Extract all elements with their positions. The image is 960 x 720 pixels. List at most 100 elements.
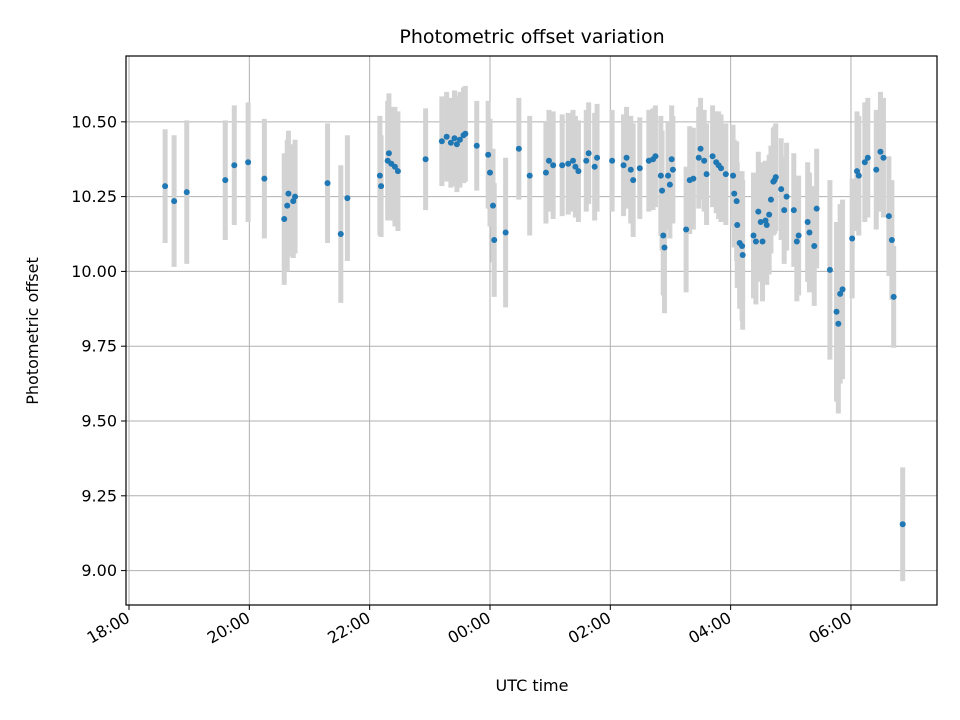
data-point [620, 162, 627, 169]
data-point [575, 168, 582, 175]
data-point [623, 154, 630, 161]
data-point [485, 151, 492, 158]
data-point [285, 190, 292, 197]
data-point [885, 213, 892, 220]
data-point [772, 174, 779, 181]
data-point [438, 138, 445, 145]
y-axis: 9.00 9.25 9.50 9.75 10.00 10.25 10.50 [71, 112, 126, 580]
data-point [733, 198, 740, 205]
data-point [709, 153, 716, 160]
y-tick-label: 9.25 [81, 486, 117, 505]
data-point [793, 238, 800, 245]
data-point [447, 139, 454, 146]
data-point [324, 180, 331, 187]
data-point [666, 181, 673, 188]
data-point [778, 186, 785, 193]
plot-frame [125, 55, 938, 606]
data-point [880, 154, 887, 161]
data-point [627, 166, 634, 173]
data-point [837, 290, 844, 297]
x-tick-label: 18:00 [84, 608, 133, 648]
data-point [763, 222, 770, 229]
data-point [222, 177, 229, 184]
data-point [609, 157, 616, 164]
data-point [585, 150, 592, 157]
data-point [806, 229, 813, 236]
x-tick-label: 20:00 [204, 608, 253, 648]
data-point [669, 166, 676, 173]
data-point [690, 175, 697, 182]
data-point [337, 231, 344, 238]
data-point [385, 150, 392, 157]
y-tick-label: 9.75 [81, 337, 117, 356]
data-point [683, 226, 690, 233]
y-tick-label: 9.00 [81, 561, 117, 580]
data-point [376, 172, 383, 179]
data-point [502, 229, 509, 236]
y-tick-label: 10.50 [71, 112, 117, 131]
y-axis-title: Photometric offset [23, 257, 42, 405]
data-point [171, 198, 178, 205]
data-point [752, 238, 759, 245]
data-point [652, 153, 659, 160]
data-point [853, 168, 860, 175]
data-point [378, 183, 385, 190]
data-point [730, 172, 737, 179]
data-point [833, 308, 840, 315]
data-point [804, 219, 811, 226]
data-point [491, 236, 498, 243]
data-point [162, 183, 169, 190]
data-point [826, 266, 833, 273]
data-point [473, 142, 480, 149]
data-point [766, 211, 773, 218]
data-point [489, 202, 496, 209]
data-point [762, 217, 769, 224]
data-point [722, 171, 729, 178]
data-point [697, 145, 704, 152]
data-point [790, 207, 797, 214]
y-tick-label: 10.00 [71, 262, 117, 281]
data-point [877, 148, 884, 155]
x-tick-label: 22:00 [324, 608, 373, 648]
data-point [451, 135, 458, 142]
data-point [462, 130, 469, 137]
data-point [668, 156, 675, 163]
data-point [888, 236, 895, 243]
data-point [422, 156, 429, 163]
data-point [394, 168, 401, 175]
data-point [767, 196, 774, 203]
data-point [811, 242, 818, 249]
data-point [890, 293, 897, 300]
x-axis-title: UTC time [496, 676, 569, 695]
data-point [565, 160, 572, 167]
data-point [739, 242, 746, 249]
data-point [630, 177, 637, 184]
data-point [839, 286, 846, 293]
data-point [899, 521, 906, 528]
data-point [734, 222, 741, 229]
data-point [344, 195, 351, 202]
data-point [813, 205, 820, 212]
data-point [453, 141, 460, 148]
data-points [162, 130, 906, 528]
data-point [731, 190, 738, 197]
data-point [183, 189, 190, 196]
x-tick-label: 04:00 [685, 608, 734, 648]
data-point [290, 198, 297, 205]
data-point [550, 162, 557, 169]
data-point [281, 216, 288, 223]
data-point [718, 165, 725, 172]
data-point [659, 187, 666, 194]
data-point [231, 162, 238, 169]
data-point [284, 202, 291, 209]
data-point [703, 171, 710, 178]
data-point [755, 208, 762, 215]
x-tick-label: 00:00 [445, 608, 494, 648]
data-point [660, 232, 667, 239]
data-point [835, 320, 842, 327]
chart-title: Photometric offset variation [399, 26, 664, 48]
data-point [855, 172, 862, 179]
data-point [873, 166, 880, 173]
data-point [849, 235, 856, 242]
